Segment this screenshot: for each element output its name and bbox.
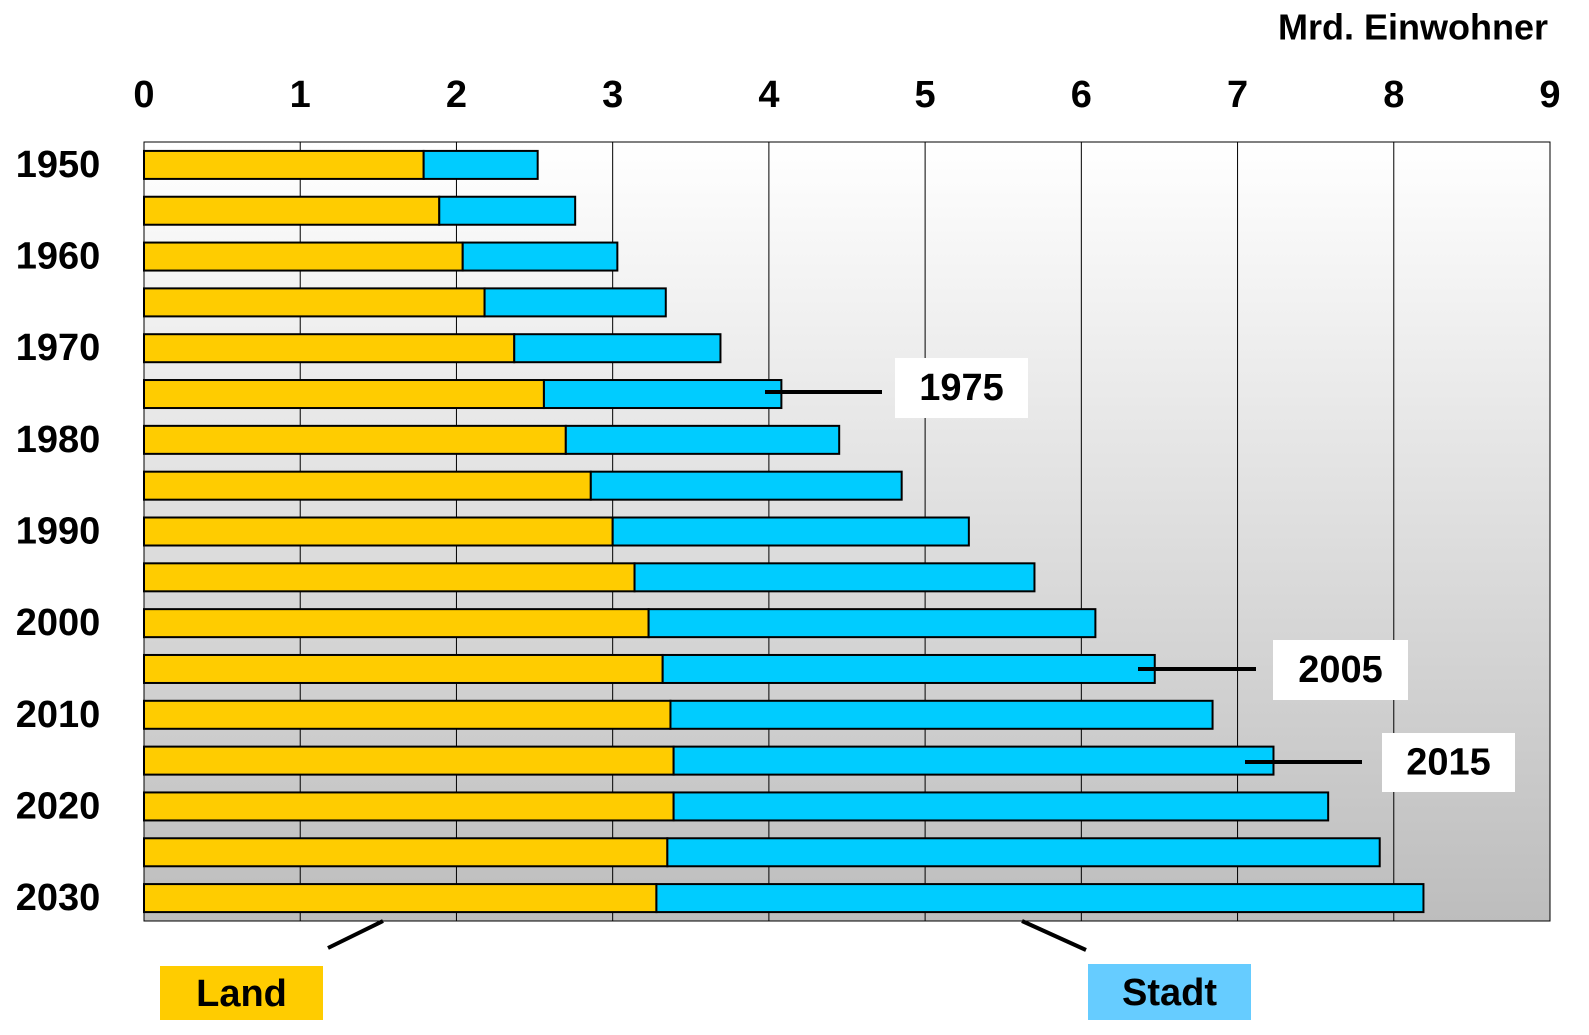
bar-segment [143,149,425,180]
bar-segment [589,470,903,501]
bar-segment [143,287,486,318]
y-tick-label: 1990 [16,511,101,553]
annotation: 2015 [1406,742,1491,784]
bar-segment [143,424,567,455]
bar-segment [143,608,650,639]
bar-segment [564,424,841,455]
y-tick-label: 2000 [16,602,101,644]
y-tick-label: 2010 [16,694,101,736]
x-tick-label: 2 [446,74,467,116]
bar-segment [542,379,783,410]
legend-label: Stadt [1122,972,1217,1014]
callout-box [1382,733,1515,792]
x-tick-label: 5 [915,74,936,116]
y-tick-label: 2020 [16,785,101,827]
bar-segment [513,333,722,364]
bar-segment [666,837,1381,868]
legend-box [160,966,323,1020]
bar-segment [143,562,636,593]
bar-segment [143,745,675,776]
bar-segment [143,195,441,226]
y-tick-label: 1980 [16,419,101,461]
y-tick-label: 2030 [16,877,101,919]
x-tick-label: 3 [602,74,623,116]
bar-segment [143,516,614,547]
annotation: 2005 [1298,649,1383,691]
bar-segment [611,516,970,547]
x-tick-label: 7 [1227,74,1248,116]
bar-segment [483,287,667,318]
bar-segment [143,470,592,501]
bar-segment [655,883,1425,914]
legend-line [327,919,384,950]
legend-line [1021,919,1087,952]
bar-segment [143,791,675,822]
bar-segment [143,241,464,272]
y-tick-label: 1950 [16,144,101,186]
bar-segment [461,241,619,272]
bar-segment [143,837,669,868]
bar-segment [672,791,1330,822]
x-tick-label: 8 [1383,74,1404,116]
bar-segment [422,149,539,180]
x-tick-label: 6 [1071,74,1092,116]
x-tick-label: 9 [1539,74,1560,116]
callout-box [895,358,1028,418]
x-tick-label: 1 [290,74,311,116]
annotation: 1975 [919,367,1004,409]
bar-segment [647,608,1097,639]
bar-segment [143,653,664,684]
bar-segment [143,883,658,914]
x-tick-label: 4 [758,74,779,116]
bar-segment [669,699,1214,730]
y-tick-label: 1970 [16,327,101,369]
x-tick-label: 0 [133,74,154,116]
bar-segment [143,379,545,410]
y-tick-label: 1960 [16,236,101,278]
bar-segment [661,653,1156,684]
bar-segment [633,562,1036,593]
callout-box [1273,640,1408,700]
bar-segment [143,333,516,364]
bar-segment [143,699,672,730]
bar-segment [672,745,1275,776]
legend-box [1088,964,1251,1020]
bar-segment [438,195,577,226]
legend-label: Land [196,973,287,1015]
axis-label: Mrd. Einwohner [1278,7,1548,48]
